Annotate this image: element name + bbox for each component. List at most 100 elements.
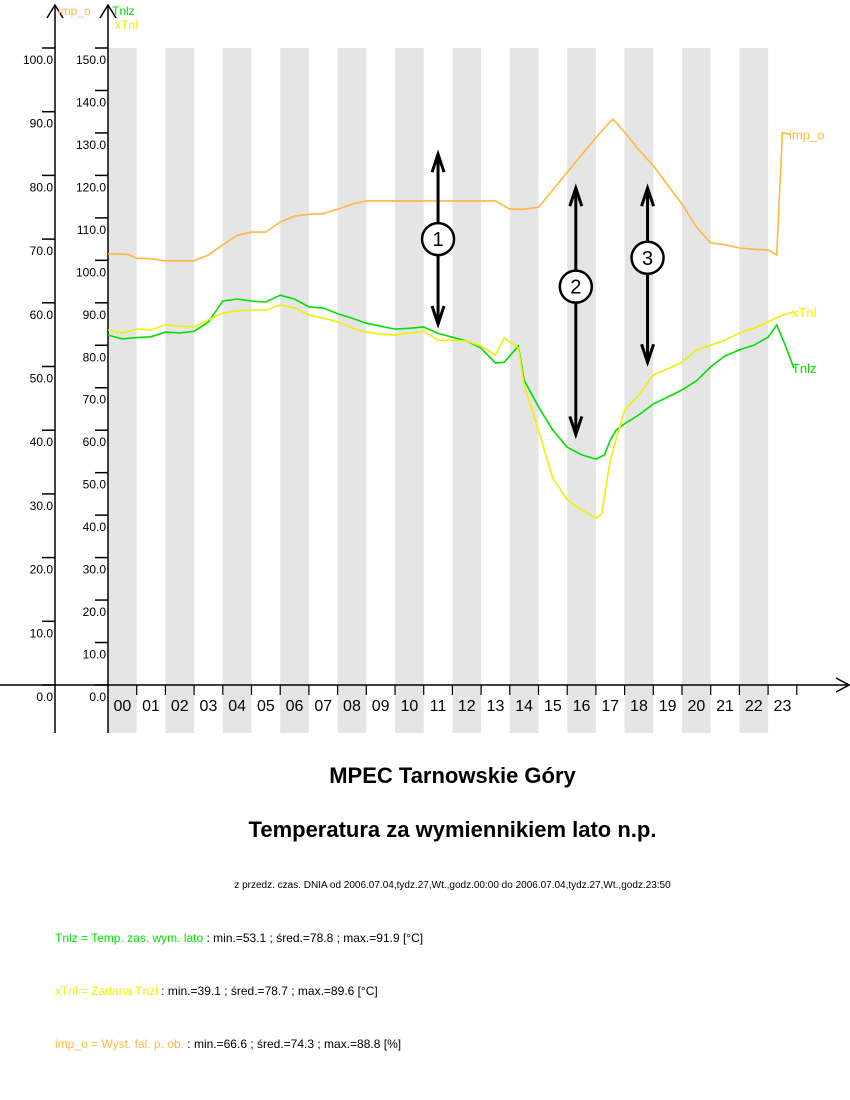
x-tick-label: 06 [286,698,304,715]
y-tick-label: 100.0 [76,265,106,279]
y-tick-label: 100.0 [23,53,53,67]
series-line-imp-o [107,118,792,262]
y-tick-label: 60.0 [83,435,107,449]
y-tick-label: 60.0 [30,308,54,322]
hour-band [395,48,424,733]
y-tick-label: 110.0 [77,223,106,237]
hour-band [165,48,195,733]
x-tick-label: 18 [630,698,648,715]
period-text: z przedz. czas. DNIA od 2006.07.04,tydz.… [234,880,671,891]
hour-band [452,48,482,733]
axis-name-imp-o: imp_o [58,4,91,18]
legend-key: imp_o = Wyst. fal. p. ob. [55,1037,184,1051]
axis-name-xtnl: xTnl [115,18,138,32]
y-tick-label: 40.0 [30,435,54,449]
hour-band [739,48,769,733]
legend-tnlz: Tnlz = Temp. zas. wym. lato : min.=53.1 … [55,931,423,945]
series-line-tnlz [107,294,795,460]
hour-band [222,48,252,733]
y-tick-label: 80.0 [30,180,54,194]
chart-subtitle: Temperatura za wymiennikiem lato n.p. [248,817,657,842]
arrow-down-icon [640,343,655,367]
y-tick-label: 20.0 [83,605,107,619]
y-tick-label: 30.0 [30,499,54,513]
arrow-up-icon [640,183,655,207]
x-tick-label: 17 [601,698,619,715]
y-tick-label: 70.0 [30,244,54,258]
hour-band [108,48,137,733]
x-tick-label: 15 [544,698,562,715]
y-tick-label: 90.0 [30,117,54,131]
y-tick-label: 150.0 [76,53,106,67]
x-tick-label: 03 [200,698,218,715]
series-end-label: Tnlz [792,361,817,376]
annotation-label: 2 [570,277,581,299]
x-tick-label: 23 [774,698,792,715]
y-tick-label: 90.0 [83,308,107,322]
x-tick-label: 16 [573,698,591,715]
hour-band [509,48,539,733]
x-tick-label: 00 [113,698,131,715]
series-end-label: xTnl [792,305,817,320]
y-tick-label: 140.0 [76,95,106,109]
x-tick-label: 02 [171,698,189,715]
x-tick-label: 19 [659,698,677,715]
y-tick-label: 20.0 [30,563,54,577]
legend-xtnl: xTnl = Zadana Tnzl : min.=39.1 ; śred.=7… [55,984,378,998]
annotation-label: 3 [642,248,653,270]
y-tick-label: 80.0 [83,350,107,364]
x-tick-label: 01 [142,698,160,715]
legend-key: xTnl = Zadana Tnzl [55,984,158,998]
arrow-up-icon [430,149,446,173]
x-tick-label: 07 [314,698,332,715]
legend-imp-o: imp_o = Wyst. fal. p. ob. : min.=66.6 ; … [55,1037,401,1051]
legend-stats: : min.=53.1 ; śred.=78.8 ; max.=91.9 [°C… [203,931,424,945]
y-tick-label: 40.0 [83,520,107,534]
series-line-xtnl [107,304,795,520]
hour-band [337,48,367,733]
y-tick-label: 130.0 [76,138,106,152]
x-tick-label: 13 [487,698,505,715]
annotation-circle [630,240,665,276]
axis-name-tnlz: Tnlz [112,4,135,18]
x-tick-label: 12 [458,698,476,715]
x-tick-label: 22 [745,698,763,715]
hour-band [682,48,711,733]
chart-title: MPEC Tarnowskie Góry [329,763,576,788]
x-tick-label: 04 [228,698,246,715]
y-tick-label: 10.0 [30,626,54,640]
hour-band [280,48,309,733]
legend-stats: : min.=39.1 ; śred.=78.7 ; max.=89.6 [°C… [157,984,378,998]
arrow-up-icon [568,183,584,207]
arrow-down-icon [568,415,584,440]
x-tick-label: 11 [430,698,447,715]
x-tick-label: 14 [515,698,533,715]
x-tick-label: 05 [257,698,275,715]
legend-stats: : min.=66.6 ; śred.=74.3 ; max.=88.8 [%] [183,1037,402,1051]
hour-band [567,48,596,733]
axis-arrow-icon [46,3,64,19]
legend-key: Tnlz = Temp. zas. wym. lato [55,931,204,945]
x-tick-label: 09 [372,698,390,715]
arrow-down-icon [430,305,446,329]
x-tick-label: 21 [716,698,734,715]
y-tick-label: 10.0 [83,648,107,662]
annotation-circle [558,269,594,304]
y-tick-label: 120.0 [76,180,106,194]
y-tick-label: 30.0 [83,563,107,577]
axis-arrow-icon [99,3,117,19]
hour-band [624,48,654,733]
x-tick-label: 10 [400,698,418,715]
chart-plot: imp_o TnlzxTnl0.010.020.030.040.050.060.0… [0,3,850,733]
y-tick-label: 0.0 [36,690,53,704]
annotation-circle [420,221,456,257]
x-tick-label: 08 [343,698,361,715]
y-tick-label: 50.0 [83,478,107,492]
x-tick-label: 20 [687,698,705,715]
y-tick-label: 70.0 [83,393,107,407]
series-end-label: imp_o [789,128,824,143]
annotation-label: 1 [432,229,443,251]
axis-arrow-icon [835,677,850,693]
y-tick-label: 0.0 [89,690,106,704]
y-tick-label: 50.0 [30,372,54,386]
